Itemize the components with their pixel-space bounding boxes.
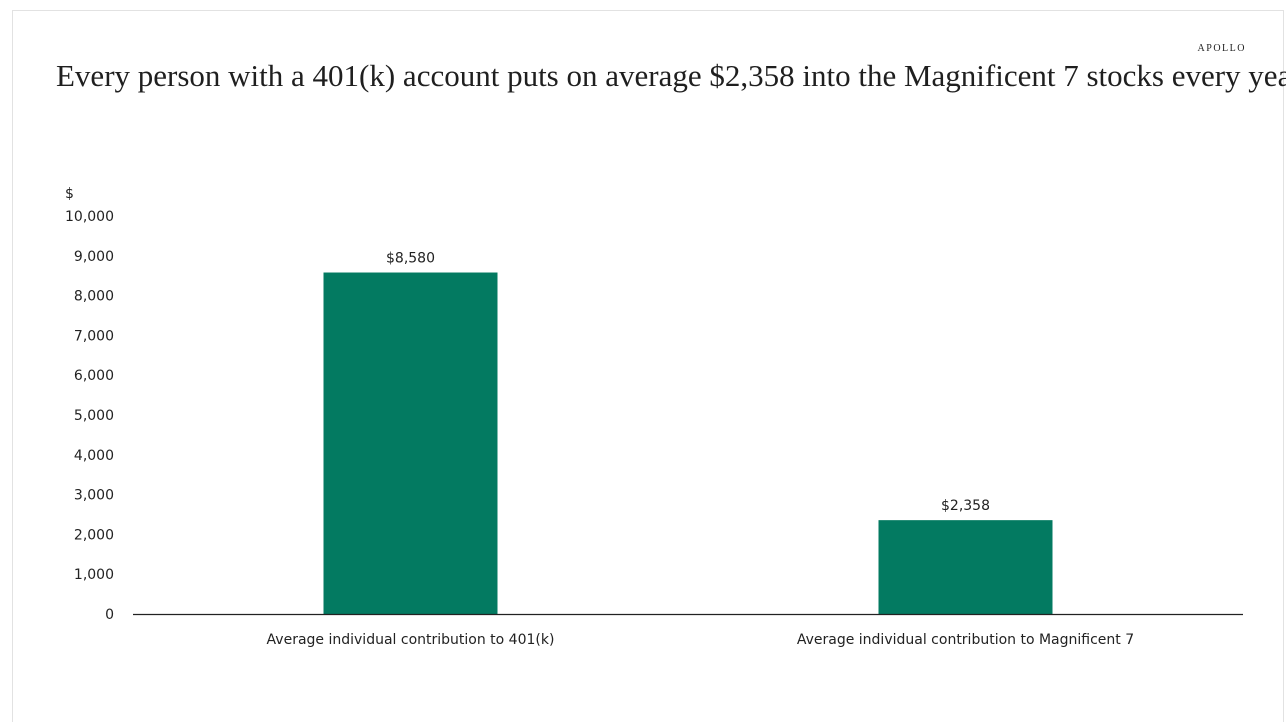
y-tick-label: 9,000	[74, 249, 114, 265]
y-axis-unit-label: $	[65, 186, 74, 202]
x-axis-labels: Average individual contribution to 401(k…	[267, 632, 1135, 648]
y-tick-label: 5,000	[74, 408, 114, 424]
y-tick-label: 3,000	[74, 488, 114, 504]
brand-logo: APOLLO	[1197, 43, 1246, 54]
data-labels-group: $8,580 $2,358	[386, 251, 990, 515]
y-tick-label: 0	[105, 607, 114, 623]
y-tick-label: 7,000	[74, 328, 114, 344]
y-tick-label: 4,000	[74, 448, 114, 464]
x-category-label: Average individual contribution to 401(k…	[267, 632, 555, 648]
x-category-label: Average individual contribution to Magni…	[797, 632, 1134, 648]
y-tick-label: 1,000	[74, 567, 114, 583]
bar-value-label: $8,580	[386, 251, 435, 267]
y-tick-label: 2,000	[74, 527, 114, 543]
bar-value-label: $2,358	[941, 498, 990, 514]
y-tick-label: 6,000	[74, 368, 114, 384]
bars-group	[323, 272, 1053, 614]
chart-frame	[12, 10, 1284, 722]
y-tick-label: 8,000	[74, 289, 114, 305]
chart-title: Every person with a 401(k) account puts …	[56, 58, 1286, 93]
y-tick-label: 10,000	[65, 209, 114, 225]
bar	[323, 272, 498, 614]
y-axis-ticks: 0 1,000 2,000 3,000 4,000 5,000 6,000 7,000 8,00…	[65, 209, 114, 623]
bar	[878, 520, 1053, 614]
